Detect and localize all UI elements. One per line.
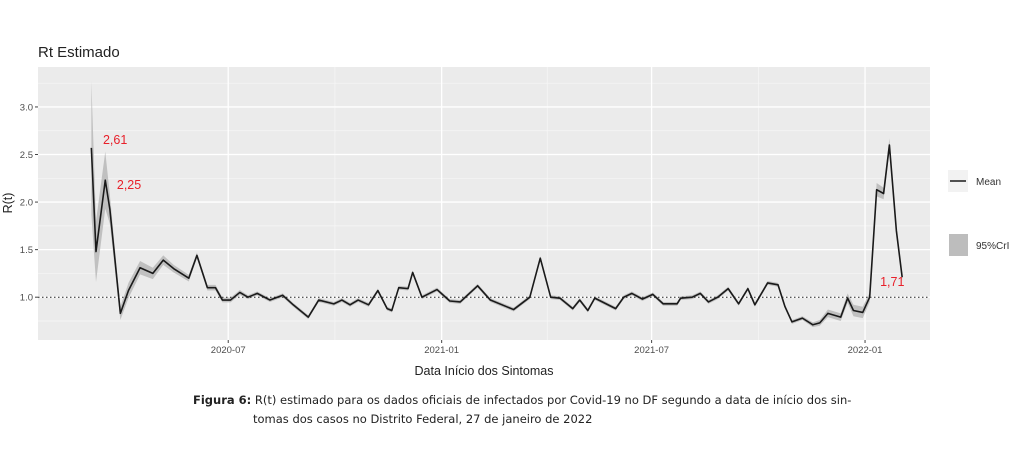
annotation-label: 1,71 bbox=[880, 275, 904, 289]
figure-caption: Figura 6: R(t) estimado para os dados of… bbox=[193, 391, 1013, 429]
y-tick-label: 2.5 bbox=[20, 150, 33, 161]
x-axis-label: Data Início dos Sintomas bbox=[415, 364, 554, 378]
x-tick-label: 2021-01 bbox=[424, 345, 459, 356]
legend: Mean 95%CrI bbox=[948, 170, 1009, 256]
annotation-label: 2,61 bbox=[103, 133, 127, 147]
y-axis-label: R(t) bbox=[1, 193, 15, 214]
mean-series-line bbox=[90, 144, 903, 326]
caption-label: Figura 6: bbox=[193, 393, 252, 407]
plot-panel bbox=[38, 67, 930, 340]
legend-label-ci: 95%CrI bbox=[976, 241, 1009, 252]
annotations: 2,61 2,25 1,71 bbox=[103, 133, 905, 289]
annotation-label: 2,25 bbox=[117, 178, 141, 192]
x-axis: 2020-07 2021-01 2021-07 2022-01 bbox=[211, 340, 883, 356]
x-tick-label: 2022-01 bbox=[848, 345, 883, 356]
caption-first-line: Figura 6: R(t) estimado para os dados of… bbox=[193, 391, 1013, 410]
y-axis: 1.0 1.5 2.0 2.5 3.0 bbox=[20, 102, 38, 304]
mean-line bbox=[90, 144, 903, 326]
y-tick-label: 2.0 bbox=[20, 198, 33, 209]
y-tick-label: 3.0 bbox=[20, 102, 33, 113]
caption-line-2: tomas dos casos no Distrito Federal, 27 … bbox=[253, 412, 593, 426]
x-tick-label: 2021-07 bbox=[634, 345, 669, 356]
legend-band-icon bbox=[949, 234, 968, 256]
caption-line-1: R(t) estimado para os dados oficiais de … bbox=[254, 393, 852, 407]
chart-title: Rt Estimado bbox=[38, 44, 120, 61]
x-tick-label: 2020-07 bbox=[211, 345, 246, 356]
legend-label-mean: Mean bbox=[976, 177, 1001, 188]
y-tick-label: 1.5 bbox=[20, 245, 33, 256]
y-tick-label: 1.0 bbox=[20, 293, 33, 304]
